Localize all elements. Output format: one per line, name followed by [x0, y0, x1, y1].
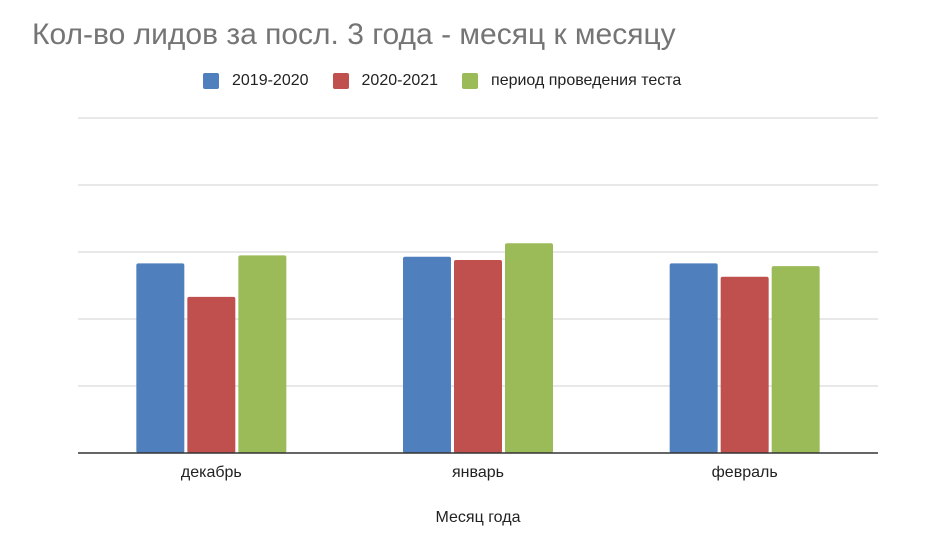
- bar: [669, 263, 718, 453]
- legend: 2019-2020 2020-2021 период проведения те…: [203, 70, 705, 92]
- chart-title: Кол-во лидов за посл. 3 года - месяц к м…: [32, 18, 676, 51]
- legend-item: период проведения теста: [462, 72, 681, 90]
- legend-item: 2020-2021: [332, 72, 439, 90]
- legend-label: период проведения теста: [491, 72, 682, 89]
- bar: [403, 256, 451, 453]
- bar: [238, 255, 287, 453]
- x-tick-label: февраль: [712, 464, 778, 481]
- legend-label: 2020-2021: [361, 72, 439, 89]
- bar: [505, 243, 553, 453]
- bar: [771, 266, 820, 453]
- legend-swatch: [462, 73, 479, 89]
- bar: [136, 263, 185, 453]
- x-axis-title: Месяц года: [436, 509, 521, 526]
- x-tick-label: январь: [452, 464, 504, 481]
- bar: [720, 276, 769, 453]
- legend-swatch: [332, 73, 349, 89]
- bar: [454, 260, 502, 453]
- legend-item: 2019-2020: [203, 72, 309, 90]
- legend-swatch: [203, 73, 219, 89]
- legend-label: 2019-2020: [232, 72, 309, 89]
- bar: [187, 296, 236, 453]
- x-tick-label: декабрь: [181, 464, 242, 481]
